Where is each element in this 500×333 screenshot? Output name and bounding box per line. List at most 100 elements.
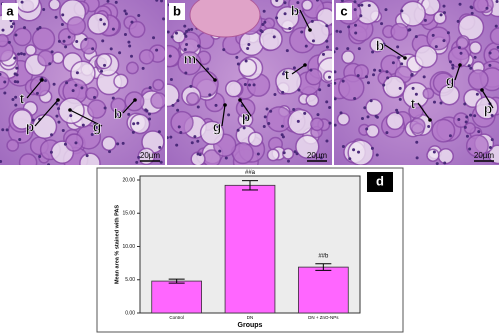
nucleus (442, 4, 446, 8)
tubule (66, 16, 86, 36)
tubule (414, 44, 438, 69)
nucleus (398, 86, 402, 90)
annotation: b (376, 38, 385, 54)
nucleus (130, 54, 134, 58)
tubule (336, 112, 351, 126)
tubule (11, 108, 33, 130)
arrow (194, 57, 216, 81)
tubule (224, 80, 243, 98)
nucleus (439, 101, 443, 105)
tubule (87, 99, 107, 119)
tubule (385, 111, 405, 131)
nucleus (485, 6, 489, 10)
nucleus (265, 107, 269, 111)
x-tick-label: Control (169, 315, 184, 320)
nucleus (339, 111, 343, 115)
nucleus (216, 125, 220, 129)
nucleus (128, 44, 132, 48)
nucleus (91, 47, 95, 51)
nucleus (36, 27, 40, 31)
nucleus (325, 45, 329, 49)
nucleus (102, 22, 106, 26)
nucleus (85, 154, 89, 158)
panel-label: b (173, 3, 181, 18)
nucleus (167, 30, 170, 34)
tubule (138, 49, 155, 65)
nucleus (196, 152, 200, 156)
nucleus (67, 35, 71, 39)
cast (189, 0, 261, 38)
x-tick-label: DN (247, 315, 254, 320)
nucleus (49, 150, 53, 154)
nucleus (0, 159, 3, 163)
tubule (113, 73, 129, 89)
tubule (129, 113, 151, 135)
nucleus (269, 109, 273, 113)
nucleus (300, 30, 304, 34)
nucleus (470, 6, 474, 10)
nucleus (396, 111, 400, 115)
nucleus (372, 73, 376, 77)
chart-label-box (367, 172, 393, 192)
nucleus (334, 123, 337, 127)
nucleus (334, 50, 336, 54)
nucleus (319, 156, 323, 160)
nucleus (190, 141, 194, 145)
nucleus (315, 0, 319, 2)
nucleus (354, 31, 358, 35)
tubule (128, 20, 146, 38)
nucleus (184, 34, 188, 38)
nucleus (395, 108, 399, 112)
y-tick-label: 5.00 (125, 277, 135, 283)
nucleus (127, 40, 131, 44)
nucleus (197, 44, 201, 48)
tubule (270, 0, 285, 8)
nucleus (7, 40, 11, 44)
nucleus (364, 75, 368, 79)
nucleus (246, 46, 250, 50)
nucleus (1, 128, 5, 132)
nucleus (17, 52, 21, 56)
panel-label: a (6, 3, 14, 18)
arrow-head (308, 28, 312, 32)
nucleus (18, 137, 22, 141)
tubule (295, 134, 320, 159)
nucleus (431, 33, 435, 37)
nucleus (227, 113, 231, 117)
tubule (0, 33, 9, 48)
nucleus (357, 150, 361, 154)
tubule (258, 27, 283, 52)
tubule (0, 70, 10, 90)
annotation: p (242, 109, 251, 125)
nucleus (473, 114, 477, 118)
nucleus (108, 150, 112, 154)
scale-bar-label: 20µm (140, 151, 161, 160)
tubule (437, 147, 454, 165)
nucleus (385, 70, 389, 74)
nucleus (106, 0, 110, 3)
nucleus (366, 81, 370, 85)
tubule (167, 83, 180, 108)
tubule (287, 108, 314, 136)
nucleus (35, 91, 39, 95)
nucleus (432, 150, 436, 154)
nucleus (348, 157, 352, 161)
nucleus (457, 117, 461, 121)
nucleus (371, 50, 375, 54)
tubule (382, 75, 406, 99)
nucleus (208, 93, 212, 97)
nucleus (206, 67, 210, 71)
arrow-head (213, 78, 217, 82)
nucleus (353, 97, 357, 101)
tubule (365, 98, 383, 117)
nucleus (187, 28, 191, 32)
nucleus (20, 0, 24, 4)
bar (297, 266, 349, 314)
nucleus (3, 80, 7, 84)
y-tick-label: 15.00 (122, 211, 135, 217)
nucleus (26, 129, 30, 133)
nucleus (137, 155, 141, 159)
nucleus (247, 42, 251, 46)
nucleus (183, 55, 187, 59)
nucleus (468, 147, 472, 151)
